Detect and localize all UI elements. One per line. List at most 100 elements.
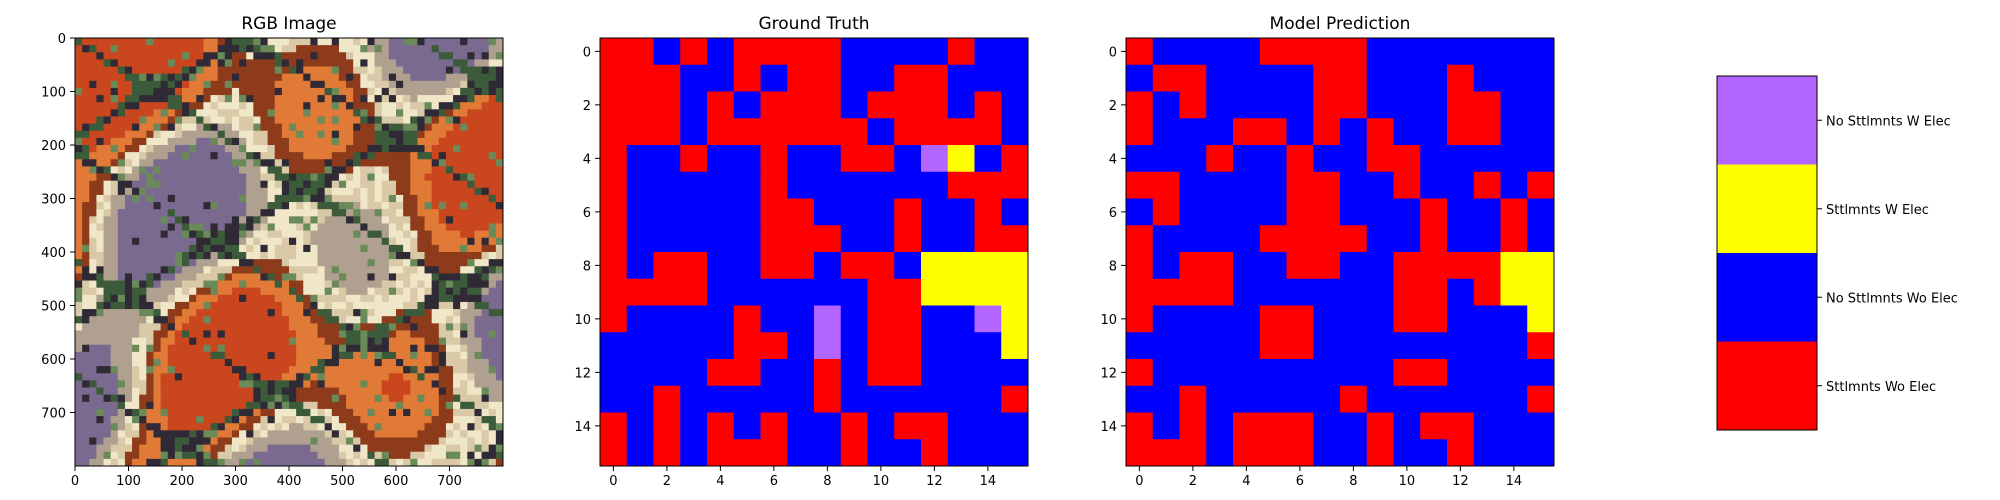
rgb-pixel [438,237,447,246]
rgb-pixel [431,394,440,403]
rgb-pixel [239,337,247,346]
rgb-pixel [146,45,154,53]
ground-truth-cell [680,38,708,66]
rgb-pixel [338,130,347,139]
rgb-pixel [310,316,318,324]
rgb-pixel [196,423,204,431]
model-prediction-cell [1420,359,1448,387]
model-prediction-cell [1126,198,1154,226]
rgb-pixel [267,202,276,210]
rgb-pixel [346,216,354,224]
ground-truth-cell [947,171,975,199]
rgb-pixel [417,273,425,281]
rgb-pixel [303,401,311,410]
rgb-pixel [417,287,425,296]
ground-truth-x-tick-label: 2 [663,474,671,489]
rgb-pixel [495,266,504,274]
rgb-pixel [281,344,290,353]
rgb-pixel [224,344,233,353]
rgb-pixel [289,294,297,303]
rgb-pixel [246,309,254,317]
rgb-pixel [360,180,368,189]
ground-truth-cell [974,145,1002,173]
rgb-pixel [103,259,112,267]
rgb-pixel [424,280,433,289]
model-prediction-cell [1126,439,1154,467]
rgb-pixel [217,137,226,146]
rgb-pixel [274,259,283,267]
rgb-pixel [103,373,112,381]
rgb-pixel [296,87,304,96]
rgb-pixel [474,316,482,324]
rgb-pixel [75,80,83,89]
rgb-pixel [167,351,176,360]
rgb-pixel [182,73,190,82]
rgb-pixel [467,180,475,189]
rgb-pixel [224,223,233,231]
rgb-pixel [260,45,268,53]
rgb-pixel [495,216,504,224]
ground-truth-cell [814,64,842,92]
rgb-pixel [103,216,112,224]
rgb-pixel [239,451,247,460]
model-prediction-cell [1286,38,1314,66]
rgb-pixel [367,180,375,189]
rgb-pixel [346,202,354,210]
rgb-pixel [417,52,425,60]
rgb-pixel [481,137,490,146]
rgb-pixel [139,451,147,460]
rgb-pixel [217,173,226,182]
rgb-pixel [146,437,154,445]
rgb-pixel [246,408,254,417]
rgb-pixel [217,316,226,324]
rgb-pixel [488,294,497,303]
rgb-pixel [410,45,418,53]
rgb-pixel [182,344,190,353]
rgb-pixel [281,430,290,438]
rgb-pixel [210,301,219,310]
rgb-pixel [110,216,119,224]
rgb-pixel [431,73,440,82]
rgb-pixel [467,344,475,353]
rgb-pixel [331,280,340,289]
rgb-pixel [203,66,211,75]
rgb-pixel [160,330,169,338]
rgb-pixel [317,280,326,289]
rgb-pixel [103,244,112,253]
model-prediction-cell [1393,225,1421,253]
rgb-pixel [396,180,404,189]
rgb-pixel [274,202,283,210]
rgb-pixel [110,444,119,453]
rgb-pixel [189,130,197,139]
rgb-pixel [281,116,290,124]
rgb-pixel [381,59,390,67]
rgb-pixel [267,408,276,417]
rgb-pixel [453,159,461,167]
rgb-pixel [410,316,418,324]
rgb-pixel [296,209,304,217]
model-prediction-cell [1366,145,1394,173]
rgb-pixel [239,266,247,274]
rgb-pixel [481,451,490,460]
model-prediction-cell [1473,118,1501,146]
rgb-pixel [231,109,240,117]
rgb-pixel [82,437,90,445]
rgb-pixel [189,137,197,146]
rgb-pixel [260,294,268,303]
rgb-pixel [417,173,425,182]
rgb-pixel [495,159,504,167]
rgb-pixel [174,116,183,124]
ground-truth-cell [840,412,868,440]
rgb-pixel [474,80,482,89]
ground-truth-cell [600,145,628,173]
ground-truth-cell [921,305,949,333]
rgb-pixel [75,166,83,174]
rgb-pixel [360,52,368,60]
ground-truth-cell [600,385,628,413]
rgb-pixel [367,330,375,338]
model-prediction-x-tick-label: 2 [1189,474,1197,489]
rgb-pixel [410,330,418,338]
rgb-pixel [424,166,433,174]
rgb-pixel [239,244,247,253]
model-prediction-cell [1233,385,1261,413]
